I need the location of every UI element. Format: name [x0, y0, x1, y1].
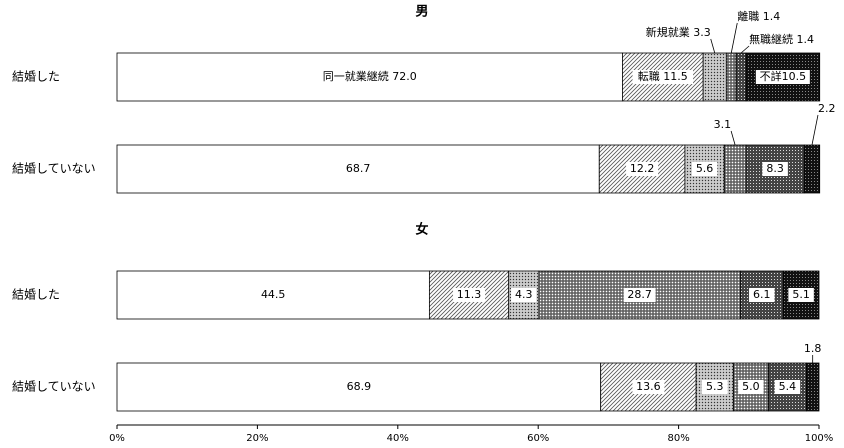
label-box [774, 380, 801, 394]
panel-title: 男 [415, 5, 428, 20]
value-label: 同一就業継続 72.0 [323, 69, 417, 83]
label-box [623, 288, 656, 302]
bar-segment [803, 144, 821, 194]
value-label: 無職継続 1.4 [749, 32, 814, 46]
bar-segment [723, 144, 747, 194]
bar-segment [116, 362, 602, 412]
leader-line [730, 22, 738, 54]
leader-line [730, 130, 736, 146]
leader-line [710, 38, 716, 54]
category-label: 結婚した [12, 70, 60, 84]
x-tick-label: 20% [246, 433, 268, 444]
label-box [762, 162, 788, 176]
value-label: 44.5 [261, 288, 286, 301]
x-tick-label: 80% [667, 433, 689, 444]
bar-segment [598, 144, 686, 194]
x-tick-label: 100% [805, 433, 834, 444]
category-label: 結婚していない [12, 162, 96, 176]
value-label: 1.8 [804, 342, 822, 355]
label-box [632, 380, 665, 394]
leader-line [811, 114, 819, 146]
value-label: 2.2 [818, 102, 836, 115]
label-box [749, 288, 775, 302]
leader-line [740, 45, 750, 54]
value-label: 28.7 [627, 288, 652, 301]
label-box [632, 70, 694, 84]
panel-title: 女 [415, 222, 428, 238]
value-label: 11.3 [457, 288, 482, 301]
bar-segment [805, 362, 820, 412]
value-label: 4.3 [515, 288, 533, 301]
value-label: 転職 11.5 [638, 70, 688, 83]
label-box [511, 288, 537, 302]
label-box [738, 380, 764, 394]
value-label: 離職 1.4 [737, 9, 780, 23]
value-label: 3.1 [714, 118, 732, 131]
bar-segment [725, 52, 737, 102]
value-label: 13.6 [636, 380, 661, 393]
label-box [702, 380, 728, 394]
value-label: 新規就業 3.3 [646, 25, 711, 39]
value-label: 8.3 [766, 162, 784, 175]
value-label: 5.1 [792, 288, 810, 301]
x-tick-label: 0% [109, 433, 125, 444]
value-label: 6.1 [753, 288, 771, 301]
label-box [691, 162, 718, 176]
bar-segment [735, 52, 747, 102]
label-box [788, 288, 814, 302]
value-label: 5.3 [706, 380, 724, 393]
x-tick-label: 60% [527, 433, 549, 444]
value-label: 12.2 [630, 162, 655, 175]
value-label: 不詳10.5 [760, 69, 807, 83]
bar-segment [702, 52, 727, 102]
value-label: 5.0 [742, 380, 760, 393]
label-box [453, 288, 486, 302]
category-label: 結婚していない [12, 380, 96, 394]
value-label: 5.6 [696, 162, 714, 175]
category-label: 結婚した [12, 288, 60, 302]
bar-segment [116, 144, 600, 194]
label-box [626, 162, 659, 176]
bar-segment [116, 52, 623, 102]
value-label: 68.7 [346, 162, 371, 175]
label-box [755, 70, 810, 84]
x-tick-label: 40% [387, 433, 409, 444]
value-label: 68.9 [347, 380, 372, 393]
value-label: 5.4 [779, 380, 797, 393]
bar-segment [116, 270, 430, 320]
